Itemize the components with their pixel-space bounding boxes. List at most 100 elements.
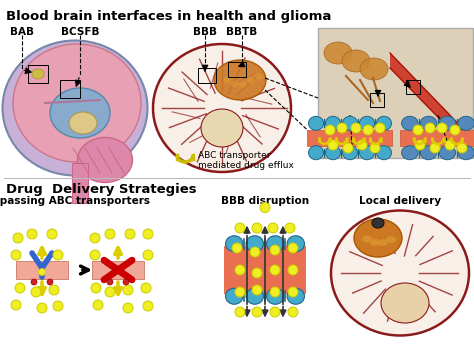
Circle shape: [252, 268, 262, 278]
Circle shape: [413, 125, 423, 135]
Circle shape: [363, 125, 373, 135]
Text: BBB: BBB: [193, 27, 217, 37]
Circle shape: [270, 287, 280, 297]
Ellipse shape: [266, 236, 284, 252]
Ellipse shape: [266, 288, 284, 304]
Text: Blood brain interfaces in health and glioma: Blood brain interfaces in health and gli…: [6, 10, 331, 23]
Circle shape: [268, 223, 278, 233]
Ellipse shape: [370, 239, 380, 246]
Ellipse shape: [226, 288, 243, 304]
Circle shape: [47, 229, 57, 239]
Bar: [318, 28, 473, 158]
Circle shape: [123, 303, 133, 313]
Circle shape: [270, 265, 280, 275]
Ellipse shape: [458, 146, 474, 160]
Circle shape: [27, 229, 37, 239]
Circle shape: [91, 283, 101, 293]
Circle shape: [107, 279, 113, 285]
Ellipse shape: [50, 88, 110, 138]
Circle shape: [375, 123, 385, 133]
Circle shape: [11, 300, 21, 310]
Ellipse shape: [78, 138, 133, 183]
Ellipse shape: [458, 116, 474, 130]
Bar: [60, 80, 80, 98]
Circle shape: [143, 301, 153, 311]
Ellipse shape: [343, 146, 357, 160]
Circle shape: [250, 247, 260, 257]
Circle shape: [457, 143, 467, 153]
Ellipse shape: [420, 116, 437, 130]
Ellipse shape: [13, 44, 141, 162]
Circle shape: [430, 143, 440, 153]
Circle shape: [105, 287, 115, 297]
Circle shape: [125, 229, 135, 239]
Ellipse shape: [309, 146, 323, 160]
Ellipse shape: [343, 116, 357, 130]
Text: BCSFB: BCSFB: [61, 27, 99, 37]
Ellipse shape: [331, 211, 469, 335]
Circle shape: [415, 140, 425, 150]
Circle shape: [252, 223, 262, 233]
Text: Local delivery: Local delivery: [359, 196, 441, 206]
Text: BBTB: BBTB: [227, 27, 258, 37]
Circle shape: [343, 143, 353, 153]
Ellipse shape: [401, 116, 418, 130]
Ellipse shape: [326, 116, 340, 130]
Circle shape: [37, 303, 47, 313]
Circle shape: [53, 250, 63, 260]
Ellipse shape: [378, 239, 388, 246]
Circle shape: [31, 279, 37, 285]
Circle shape: [31, 287, 41, 297]
Circle shape: [235, 307, 245, 317]
Text: Drug  Delivery Strategies: Drug Delivery Strategies: [6, 183, 197, 196]
Bar: [228, 62, 246, 77]
Ellipse shape: [231, 81, 239, 87]
Ellipse shape: [439, 116, 456, 130]
Bar: [72, 163, 88, 203]
Text: ABC transporter
mediated drug efflux: ABC transporter mediated drug efflux: [198, 151, 294, 170]
Ellipse shape: [246, 236, 264, 252]
Ellipse shape: [255, 73, 263, 79]
Circle shape: [235, 265, 245, 275]
Bar: [92, 261, 144, 279]
Ellipse shape: [153, 44, 291, 172]
Ellipse shape: [359, 116, 374, 130]
Circle shape: [288, 307, 298, 317]
Ellipse shape: [214, 60, 266, 100]
Ellipse shape: [376, 146, 392, 160]
Circle shape: [328, 140, 338, 150]
Circle shape: [351, 123, 361, 133]
Circle shape: [260, 203, 270, 213]
Ellipse shape: [201, 109, 243, 147]
Bar: [370, 93, 384, 107]
Circle shape: [288, 243, 298, 253]
Ellipse shape: [360, 58, 388, 80]
Circle shape: [143, 250, 153, 260]
Ellipse shape: [287, 288, 304, 304]
Ellipse shape: [342, 50, 370, 72]
Circle shape: [325, 125, 335, 135]
Bar: [198, 68, 216, 83]
Circle shape: [437, 123, 447, 133]
Circle shape: [232, 243, 242, 253]
Ellipse shape: [381, 283, 429, 323]
Circle shape: [15, 283, 25, 293]
Bar: [28, 65, 48, 83]
Bar: [16, 261, 68, 279]
Circle shape: [270, 307, 280, 317]
Ellipse shape: [324, 42, 352, 64]
Circle shape: [450, 125, 460, 135]
Ellipse shape: [354, 219, 402, 257]
Circle shape: [357, 140, 367, 150]
Circle shape: [370, 143, 380, 153]
Circle shape: [11, 250, 21, 260]
Circle shape: [38, 269, 46, 276]
Circle shape: [252, 285, 262, 295]
Ellipse shape: [439, 146, 456, 160]
Circle shape: [141, 283, 151, 293]
Circle shape: [90, 233, 100, 243]
Circle shape: [13, 233, 23, 243]
Circle shape: [235, 287, 245, 297]
Ellipse shape: [69, 112, 97, 134]
Circle shape: [93, 300, 103, 310]
